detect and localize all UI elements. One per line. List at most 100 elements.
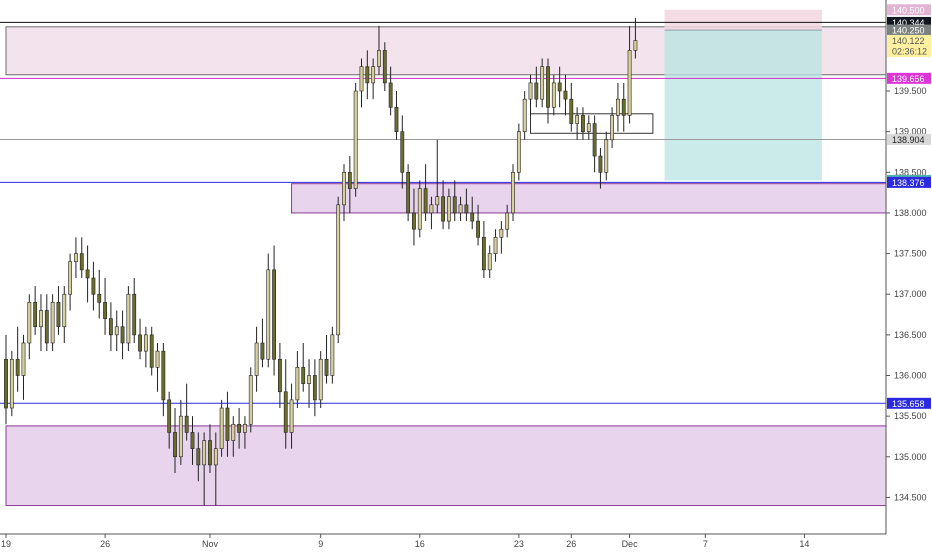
x-tick-label: 16 <box>415 539 425 549</box>
tag-140-500-bg <box>887 4 931 16</box>
candle-body <box>167 399 172 433</box>
candle-body <box>481 237 486 271</box>
y-tick-label: 136.000 <box>894 371 927 381</box>
candle-body <box>621 98 626 116</box>
candle-body <box>39 310 43 328</box>
candle-body <box>575 115 580 124</box>
candle-body <box>56 302 61 328</box>
candle-body <box>231 423 236 441</box>
candle-body <box>511 172 515 214</box>
candle-body <box>178 415 183 458</box>
countdown-timer: 02:36:12 <box>892 46 927 56</box>
y-tick-label: 137.000 <box>894 289 927 299</box>
candle-body <box>470 212 475 222</box>
candle-body <box>429 204 434 214</box>
candle-body <box>9 358 14 409</box>
candle-body <box>85 269 90 279</box>
candle-body <box>272 269 276 360</box>
candle-body <box>365 66 370 84</box>
candle-body <box>342 172 346 206</box>
candle-body <box>604 139 609 173</box>
candle-body <box>324 358 329 376</box>
position-stop-area <box>664 9 822 31</box>
candle-body <box>476 220 480 238</box>
candle-body <box>213 448 218 466</box>
candle-body <box>406 172 411 214</box>
tag-current-price: 140.122 <box>892 36 925 46</box>
x-tick-label: 9 <box>318 539 323 549</box>
tag-138-376: 138.376 <box>892 178 925 188</box>
candle-body <box>114 326 119 336</box>
candle-body <box>522 98 527 132</box>
candle-body <box>551 82 556 108</box>
candle-body <box>196 448 201 466</box>
candle-body <box>452 196 457 214</box>
candle-body <box>318 358 323 401</box>
candle-body <box>516 131 521 173</box>
candle-body <box>301 367 306 384</box>
candle-body <box>505 212 510 230</box>
x-tick-label: Dec <box>622 539 639 549</box>
candle-body <box>21 342 26 376</box>
tag-140-250: 140.250 <box>892 26 925 36</box>
tag-138-904-bg <box>887 133 931 145</box>
x-tick-label: 14 <box>799 539 809 549</box>
y-tick-label: 139.500 <box>894 86 927 96</box>
candle-body <box>540 66 545 100</box>
consolidation-box <box>530 113 654 134</box>
bottom-demand-zone <box>5 425 887 507</box>
candle-body <box>289 399 294 433</box>
y-tick-label: 137.500 <box>894 249 927 259</box>
tag-140-500: 140.500 <box>892 5 925 15</box>
candle-body <box>417 188 422 230</box>
candle-body <box>79 253 84 271</box>
x-tick-label: 7 <box>703 539 708 549</box>
candle-body <box>208 440 212 466</box>
candle-body <box>534 82 539 100</box>
tag-135-658-bg <box>887 397 931 409</box>
candle-body <box>447 196 451 222</box>
candle-body <box>44 310 49 344</box>
candle-body <box>225 407 230 441</box>
candle-body <box>347 172 352 189</box>
candle-body <box>330 334 335 376</box>
mid-demand-zone <box>291 183 887 214</box>
tag-139-656: 139.656 <box>892 74 925 84</box>
candle-body <box>103 302 107 319</box>
candle-body <box>412 212 416 230</box>
candle-body <box>616 98 620 116</box>
y-tick-label: 135.000 <box>894 452 927 462</box>
tag-140-344: 140.344 <box>892 18 925 28</box>
x-tick-label: 26 <box>566 539 576 549</box>
candle-body <box>74 253 78 263</box>
candle-body <box>359 66 364 92</box>
x-tick-label: 26 <box>100 539 110 549</box>
candle-body <box>458 204 463 214</box>
candle-body <box>371 66 376 84</box>
candle-body <box>132 293 137 336</box>
tag-current-price-bg <box>887 34 931 57</box>
candle-body <box>219 407 224 449</box>
candle-body <box>266 269 271 360</box>
x-tick-label: Nov <box>202 539 219 549</box>
candle-body <box>4 358 8 409</box>
candle-body <box>627 50 632 116</box>
candle-body <box>388 82 393 108</box>
candle-body <box>27 302 32 344</box>
tag-140-344-bg <box>887 16 931 28</box>
candle-body <box>62 293 67 328</box>
position-target-area <box>664 30 822 181</box>
candle-body <box>528 82 533 100</box>
candle-body <box>138 334 142 352</box>
candle-body <box>569 98 574 124</box>
candle-body <box>126 293 131 344</box>
candle-body <box>155 350 160 368</box>
candle-body <box>581 115 585 132</box>
candle-body <box>190 432 195 449</box>
candle-body <box>499 228 504 238</box>
candle-body <box>400 131 405 173</box>
candle-body <box>68 261 73 295</box>
candle-body <box>295 367 300 401</box>
candle-body <box>278 358 282 393</box>
candle-body <box>394 106 399 132</box>
